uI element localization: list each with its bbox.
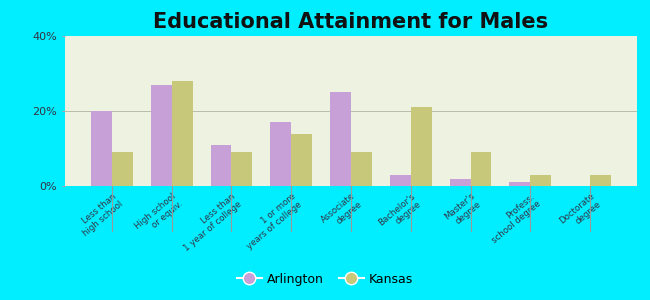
Bar <box>590 175 611 186</box>
Bar <box>231 152 252 186</box>
Bar <box>411 107 432 186</box>
Title: Educational Attainment for Males: Educational Attainment for Males <box>153 12 549 32</box>
Bar <box>530 175 551 186</box>
Bar <box>172 81 192 186</box>
Bar <box>91 111 112 186</box>
Bar <box>211 145 231 186</box>
Bar <box>291 134 312 186</box>
Bar <box>471 152 491 186</box>
Bar <box>330 92 351 186</box>
Legend: Arlington, Kansas: Arlington, Kansas <box>232 268 418 291</box>
Bar <box>351 152 372 186</box>
Bar <box>112 152 133 186</box>
Bar <box>151 85 172 186</box>
Bar <box>270 122 291 186</box>
Bar <box>390 175 411 186</box>
Bar <box>510 182 530 186</box>
Bar <box>450 178 471 186</box>
